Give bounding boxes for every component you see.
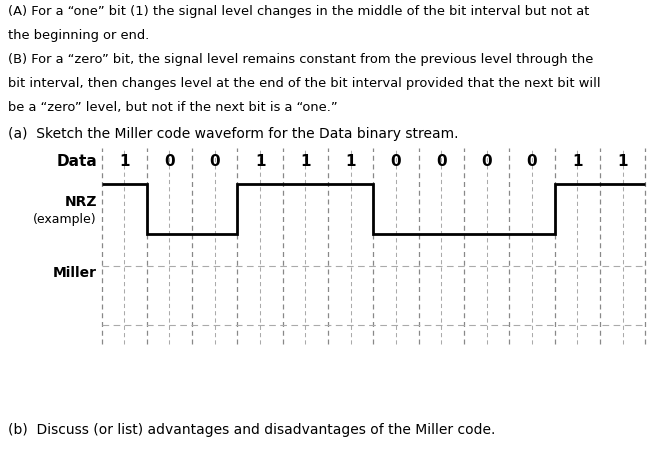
Text: 0: 0 <box>527 154 537 169</box>
Text: (a)  Sketch the Miller code waveform for the Data binary stream.: (a) Sketch the Miller code waveform for … <box>8 127 458 142</box>
Text: 0: 0 <box>210 154 220 169</box>
Text: 0: 0 <box>481 154 492 169</box>
Text: 1: 1 <box>345 154 356 169</box>
Text: bit interval, then changes level at the end of the bit interval provided that th: bit interval, then changes level at the … <box>8 77 601 90</box>
Text: 1: 1 <box>119 154 130 169</box>
Text: 1: 1 <box>617 154 627 169</box>
Text: 1: 1 <box>255 154 265 169</box>
Text: 0: 0 <box>390 154 402 169</box>
Text: (b)  Discuss (or list) advantages and disadvantages of the Miller code.: (b) Discuss (or list) advantages and dis… <box>8 423 495 437</box>
Text: (A) For a “one” bit (1) the signal level changes in the middle of the bit interv: (A) For a “one” bit (1) the signal level… <box>8 5 590 18</box>
Text: (B) For a “zero” bit, the signal level remains constant from the previous level : (B) For a “zero” bit, the signal level r… <box>8 53 593 66</box>
Text: (example): (example) <box>33 213 97 226</box>
Text: 1: 1 <box>572 154 582 169</box>
Text: Data: Data <box>56 154 97 169</box>
Text: NRZ: NRZ <box>64 196 97 209</box>
Text: 1: 1 <box>300 154 310 169</box>
Text: be a “zero” level, but not if the next bit is a “one.”: be a “zero” level, but not if the next b… <box>8 101 337 114</box>
Text: 0: 0 <box>436 154 447 169</box>
Text: the beginning or end.: the beginning or end. <box>8 29 149 42</box>
Text: 0: 0 <box>164 154 175 169</box>
Text: Miller: Miller <box>53 266 97 280</box>
